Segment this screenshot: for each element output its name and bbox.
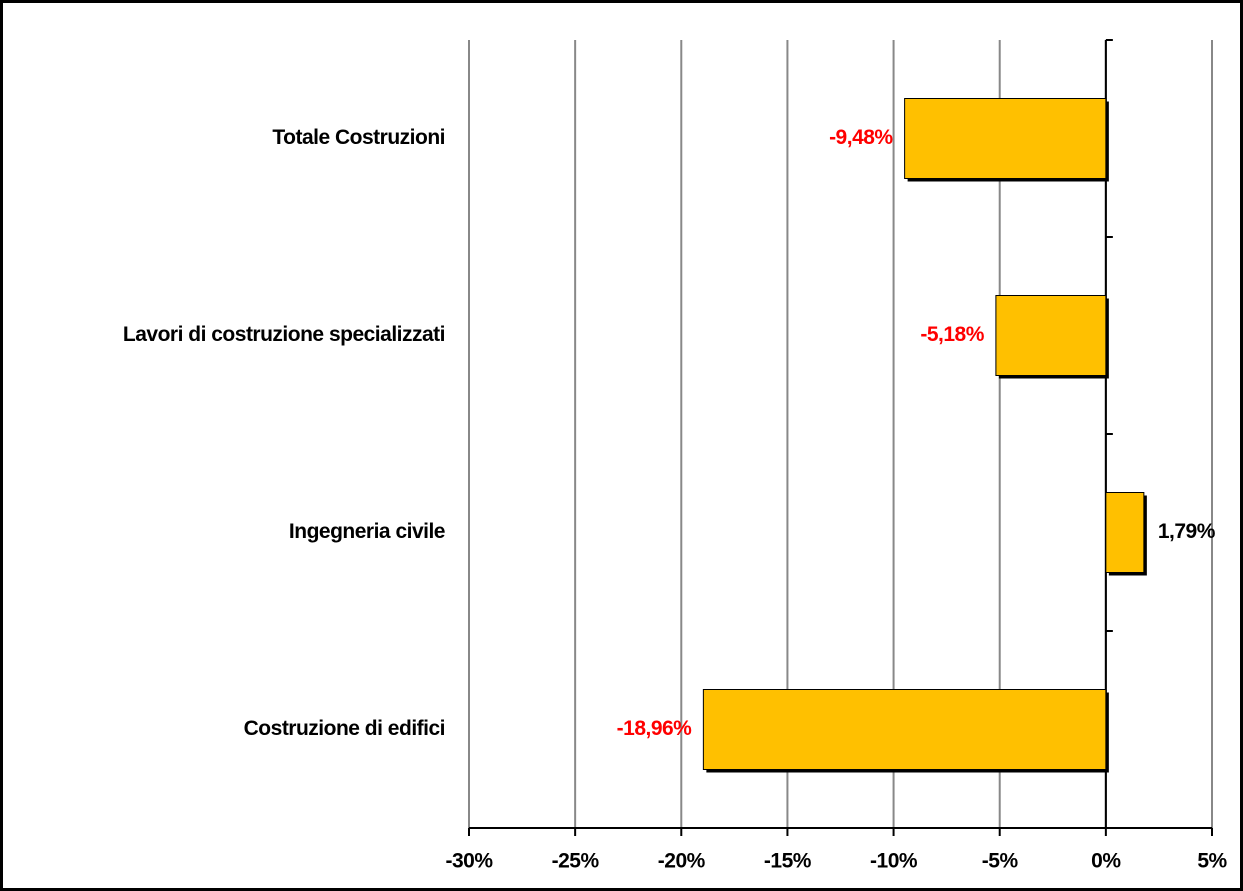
y-tick-label: Lavori di costruzione specializzati	[123, 323, 445, 346]
x-tick-label: 5%	[1197, 850, 1227, 873]
data-label: -5,18%	[920, 323, 984, 346]
x-tick-label: -20%	[658, 850, 706, 873]
y-tick-label: Costruzione di edifici	[244, 717, 445, 740]
bar	[904, 98, 1107, 179]
bar	[1105, 492, 1145, 573]
x-tick-label: -5%	[982, 850, 1019, 873]
y-tick-label: Totale Costruzioni	[272, 126, 445, 149]
x-tick-label: -25%	[552, 850, 600, 873]
data-label: -9,48%	[829, 126, 893, 149]
x-tick-label: -10%	[870, 850, 918, 873]
data-label: -18,96%	[617, 717, 693, 740]
x-tick-label: -15%	[764, 850, 812, 873]
data-label: 1,79%	[1158, 520, 1216, 543]
x-tick-label: 0%	[1091, 850, 1121, 873]
x-tick-label: -30%	[445, 850, 493, 873]
bar	[702, 689, 1107, 770]
bar	[995, 295, 1107, 376]
y-tick-label: Ingegneria civile	[289, 520, 445, 543]
